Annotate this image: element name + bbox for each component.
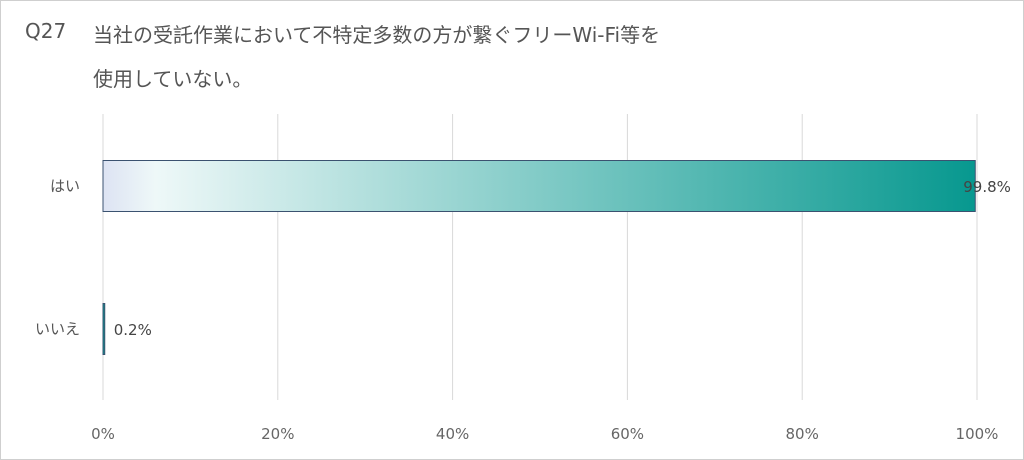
gridlines (102, 114, 978, 400)
bar (102, 160, 976, 212)
question-text-line1: 当社の受託作業において不特定多数の方が繋ぐフリーWi-Fi等を (93, 23, 661, 47)
question-text-line2: 使用していない。 (93, 67, 253, 91)
labels: 0% 20% 40% 60% 80% 100% はい 99.8% いいえ 0.2% (35, 177, 1011, 443)
x-tick-label: 100% (956, 425, 999, 443)
x-tick-label: 40% (436, 425, 469, 443)
question-number: Q27 (25, 19, 67, 43)
data-label: 99.8% (963, 178, 1011, 196)
x-tick-label: 0% (91, 425, 115, 443)
bar (102, 303, 106, 355)
data-label: 0.2% (114, 321, 152, 339)
x-tick-label: 20% (261, 425, 294, 443)
x-tick-label: 80% (786, 425, 819, 443)
category-label: はい (50, 177, 80, 195)
bars (102, 160, 976, 355)
x-tick-label: 60% (611, 425, 644, 443)
category-label: いいえ (35, 320, 80, 338)
